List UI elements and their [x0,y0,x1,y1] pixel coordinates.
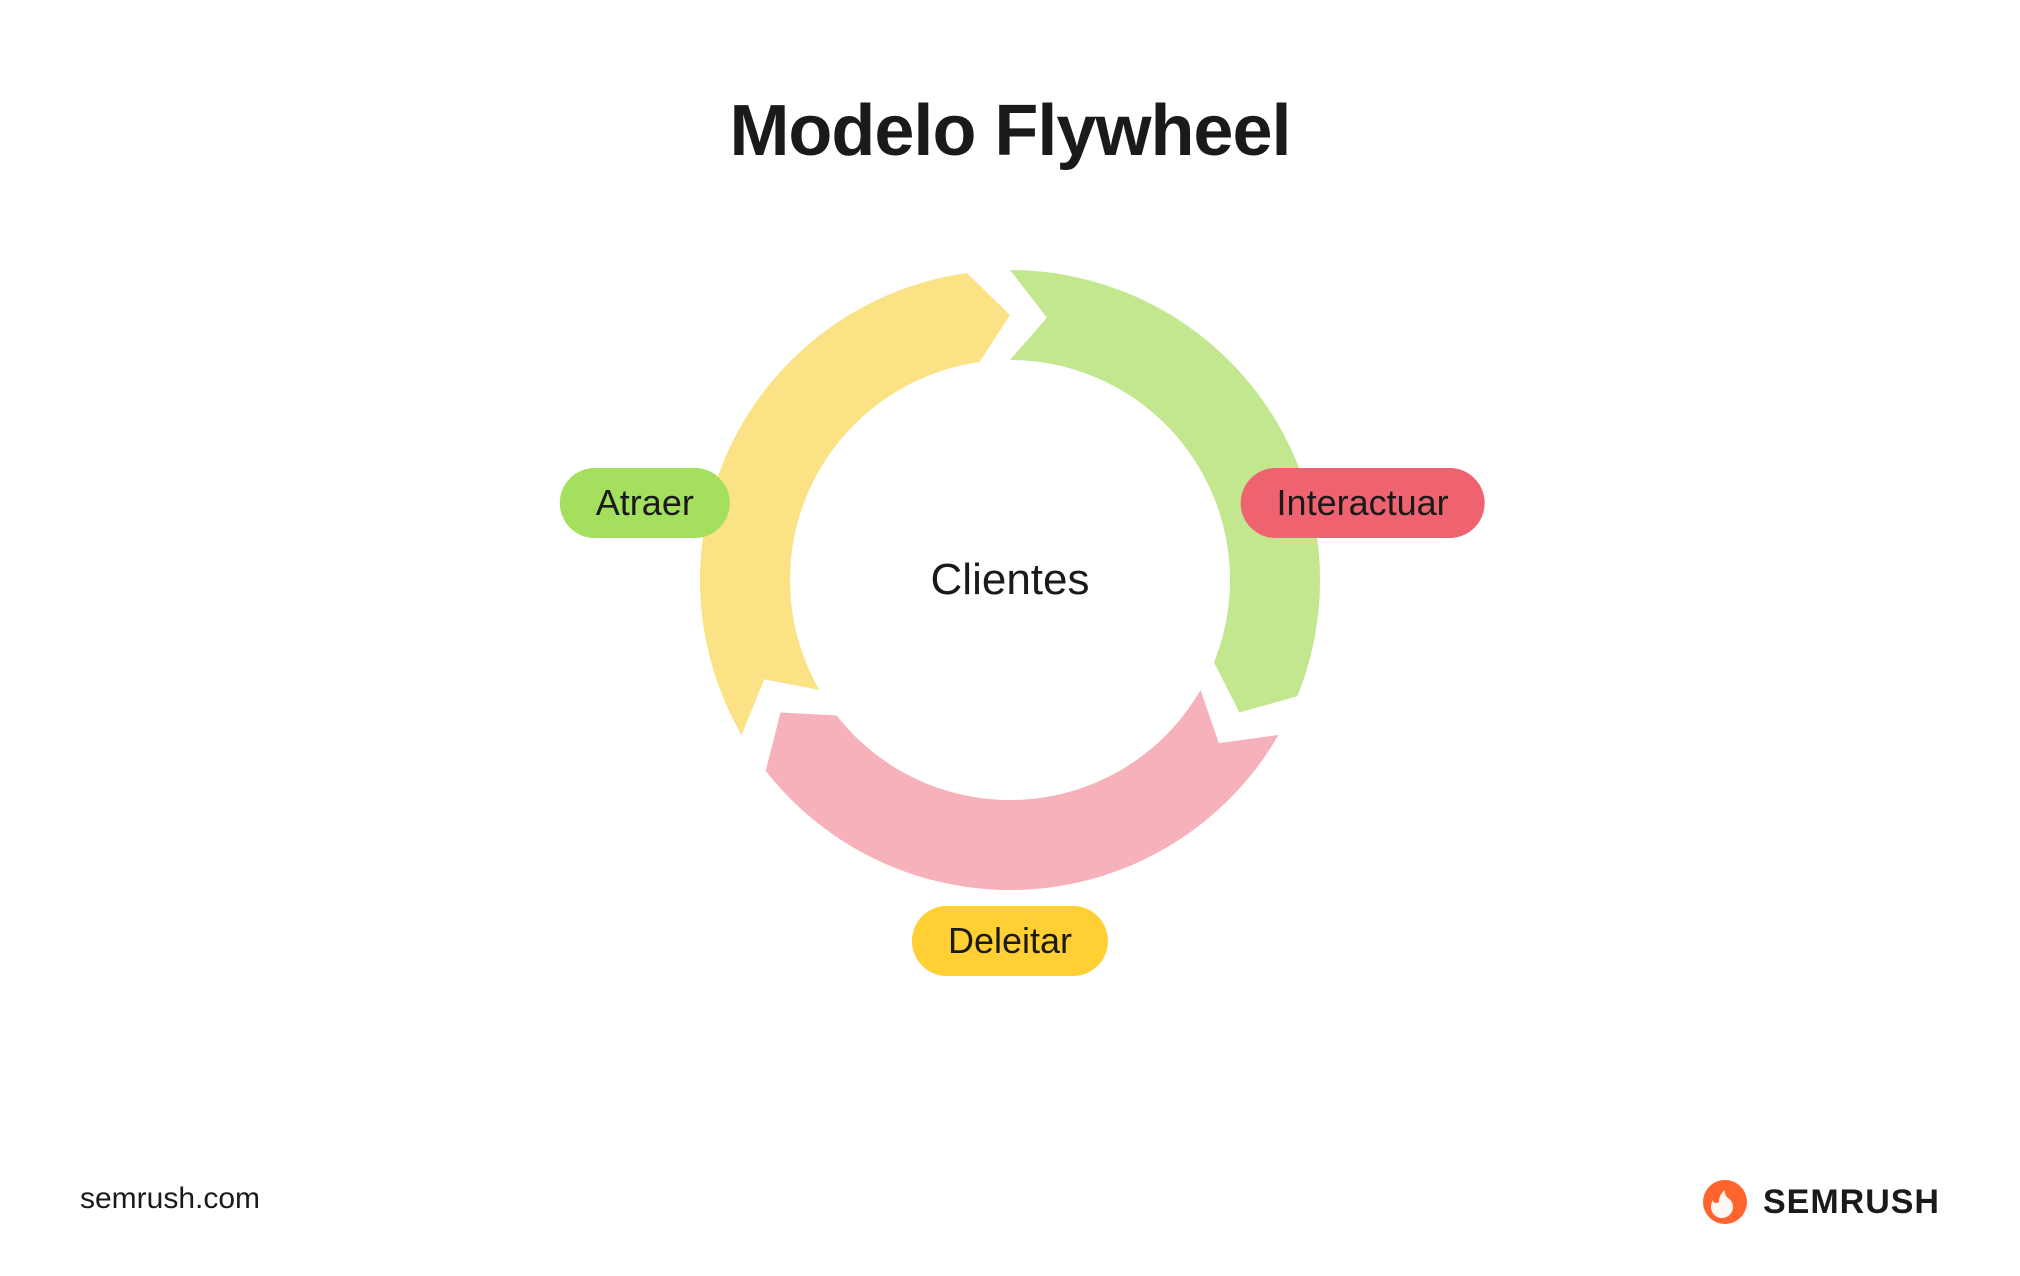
segment-pill-interactuar: Interactuar [1241,468,1485,538]
segment-pill-deleitar: Deleitar [912,906,1108,976]
page-title: Modelo Flywheel [0,90,2020,172]
brand-text: SEMRUSH [1763,1183,1940,1222]
segment-label: Interactuar [1277,482,1449,523]
footer-url: semrush.com [80,1182,260,1216]
arc-deleitar [700,273,1010,735]
flywheel-diagram: Clientes Atraer Interactuar Deleitar [660,230,1360,930]
footer-logo: SEMRUSH [1701,1178,1940,1226]
arc-interactuar [766,690,1279,890]
segment-label: Atraer [596,482,694,523]
center-label: Clientes [931,555,1090,605]
segment-label: Deleitar [948,920,1072,961]
segment-pill-atraer: Atraer [560,468,730,538]
semrush-fire-icon [1701,1178,1749,1226]
